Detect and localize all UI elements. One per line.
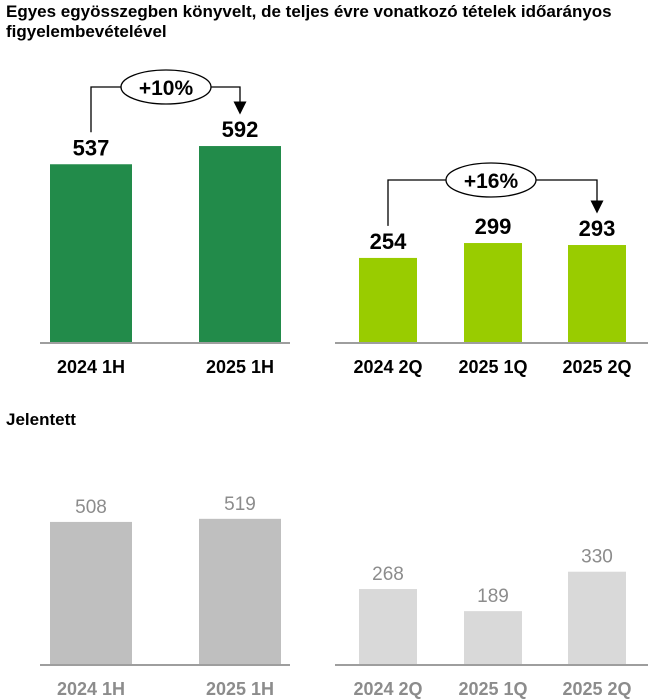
bar-top-right-0 bbox=[359, 257, 417, 342]
growth-ellipse-quarter bbox=[445, 162, 537, 198]
value-label-bottom-right-1: 189 bbox=[477, 586, 509, 607]
value-label-top-right-0: 254 bbox=[370, 229, 407, 254]
value-label-bottom-right-0: 268 bbox=[372, 564, 404, 585]
growth-connector-left-quarter bbox=[387, 179, 446, 226]
category-label-bottom-left-1: 2025 1H bbox=[206, 679, 274, 699]
bar-top-left-0 bbox=[50, 164, 132, 342]
category-label-top-right-0: 2024 2Q bbox=[353, 357, 422, 377]
growth-connector-left-half-year bbox=[90, 86, 121, 133]
category-label-bottom-right-1: 2025 1Q bbox=[458, 679, 527, 699]
bar-bottom-right-2 bbox=[568, 571, 626, 664]
growth-label-quarter: +16% bbox=[464, 170, 519, 193]
value-label-bottom-right-2: 330 bbox=[581, 547, 613, 568]
value-label-top-right-2: 293 bbox=[579, 216, 616, 241]
category-label-top-left-1: 2025 1H bbox=[206, 357, 274, 377]
value-label-top-left-0: 537 bbox=[73, 135, 110, 160]
chart-title: Egyes egyösszegben könyvelt, de teljes é… bbox=[6, 2, 612, 41]
growth-arrow-quarter bbox=[536, 179, 604, 214]
bar-top-left-1 bbox=[199, 146, 281, 342]
value-label-top-left-1: 592 bbox=[222, 117, 259, 142]
category-label-bottom-left-0: 2024 1H bbox=[57, 679, 125, 699]
growth-arrow-half-year bbox=[211, 86, 247, 115]
category-label-bottom-right-0: 2024 2Q bbox=[353, 679, 422, 699]
bar-top-right-1 bbox=[464, 243, 522, 342]
growth-label-half-year: +10% bbox=[139, 77, 194, 100]
bar-top-right-2 bbox=[568, 245, 626, 342]
growth-ellipse-half-year bbox=[120, 69, 212, 105]
bar-bottom-right-1 bbox=[464, 611, 522, 664]
bar-bottom-left-0 bbox=[50, 521, 132, 664]
bar-bottom-right-0 bbox=[359, 589, 417, 664]
bar-bottom-left-1 bbox=[199, 518, 281, 664]
category-label-top-right-2: 2025 2Q bbox=[562, 357, 631, 377]
category-label-bottom-right-2: 2025 2Q bbox=[562, 679, 631, 699]
value-label-bottom-left-0: 508 bbox=[75, 497, 107, 518]
category-label-top-left-0: 2024 1H bbox=[57, 357, 125, 377]
value-label-top-right-1: 299 bbox=[475, 214, 512, 239]
category-label-top-right-1: 2025 1Q bbox=[458, 357, 527, 377]
value-label-bottom-left-1: 519 bbox=[224, 494, 256, 515]
reported-subtitle: Jelentett bbox=[6, 410, 76, 429]
